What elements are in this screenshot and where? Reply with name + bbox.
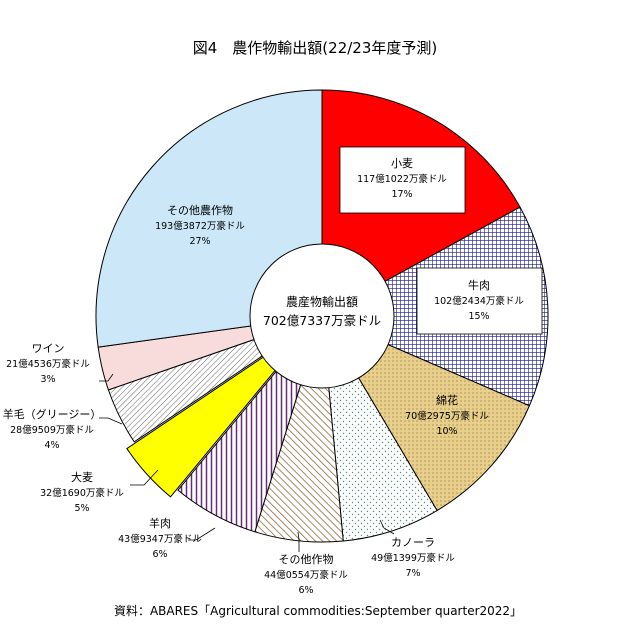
slice-label-percent-0: 17%: [391, 189, 412, 200]
slice-label-amount-7: 28億9509万豪ドル: [10, 424, 94, 436]
slice-label-amount-2: 70億2975万豪ドル: [405, 410, 489, 422]
slice-label-name-1: 牛肉: [468, 278, 490, 292]
slice-label-name-8: ワイン: [32, 342, 65, 355]
leader-line-barley: [130, 469, 159, 486]
slice-label-percent-6: 5%: [74, 503, 89, 514]
leader-line-mutton: [188, 527, 216, 541]
slice-label-name-2: 綿花: [436, 393, 458, 407]
slice-label-amount-3: 49億1399万豪ドル: [371, 552, 455, 564]
leader-line-canola: [379, 519, 395, 535]
pie-slice-6: [126, 322, 315, 498]
slice-label-amount-0: 117億1022万豪ドル: [357, 173, 447, 185]
slice-label-percent-1: 15%: [468, 311, 489, 322]
slice-label-amount-5: 43億9347万豪ドル: [118, 533, 202, 545]
slice-label-percent-8: 3%: [40, 374, 55, 385]
leader-line-wool: [99, 417, 123, 425]
label-box-wheat: [339, 146, 466, 214]
slice-labels: 小麦 117億1022万豪ドル 17% 牛肉 102億2434万豪ドル 15% 綿花 70億2…: [3, 157, 525, 596]
slice-label-name-7: 羊毛（グリージー）: [3, 407, 102, 421]
leader-line-wine: [99, 373, 114, 382]
slice-label-percent-3: 7%: [405, 568, 420, 579]
leader-lines: [99, 373, 395, 552]
slice-label-percent-2: 10%: [436, 426, 457, 437]
slice-label-percent-7: 4%: [44, 440, 59, 451]
slice-label-name-0: 小麦: [391, 157, 413, 170]
slice-label-amount-6: 32億1690万豪ドル: [40, 487, 124, 499]
slice-label-percent-9: 27%: [189, 236, 210, 247]
slice-label-amount-9: 193億3872万豪ドル: [155, 220, 245, 232]
slice-label-amount-8: 21億4536万豪ドル: [6, 358, 90, 370]
slice-label-name-6: 大麦: [71, 470, 93, 484]
slice-label-name-4: その他作物: [279, 552, 334, 566]
slice-label-amount-4: 44億0554万豪ドル: [264, 569, 348, 581]
center-value: 702億7337万豪ドル: [263, 313, 381, 328]
slice-label-name-5: 羊肉: [149, 516, 171, 530]
chart-title: 図4 農作物輸出額(22/23年度予測): [193, 39, 437, 57]
slice-label-name-9: その他農作物: [167, 203, 233, 217]
slice-label-percent-5: 6%: [152, 549, 167, 560]
center-label: 農産物輸出額: [286, 294, 358, 309]
slice-label-amount-1: 102億2434万豪ドル: [434, 295, 524, 307]
source-note: 資料：ABARES「Agricultural commodities:Septe…: [114, 604, 522, 618]
donut-hole: [249, 243, 395, 389]
label-box-beef: [416, 267, 543, 335]
slice-label-name-3: カノーラ: [391, 536, 435, 549]
slice-label-percent-4: 6%: [298, 585, 313, 596]
leader-line-other-crops: [297, 531, 300, 552]
